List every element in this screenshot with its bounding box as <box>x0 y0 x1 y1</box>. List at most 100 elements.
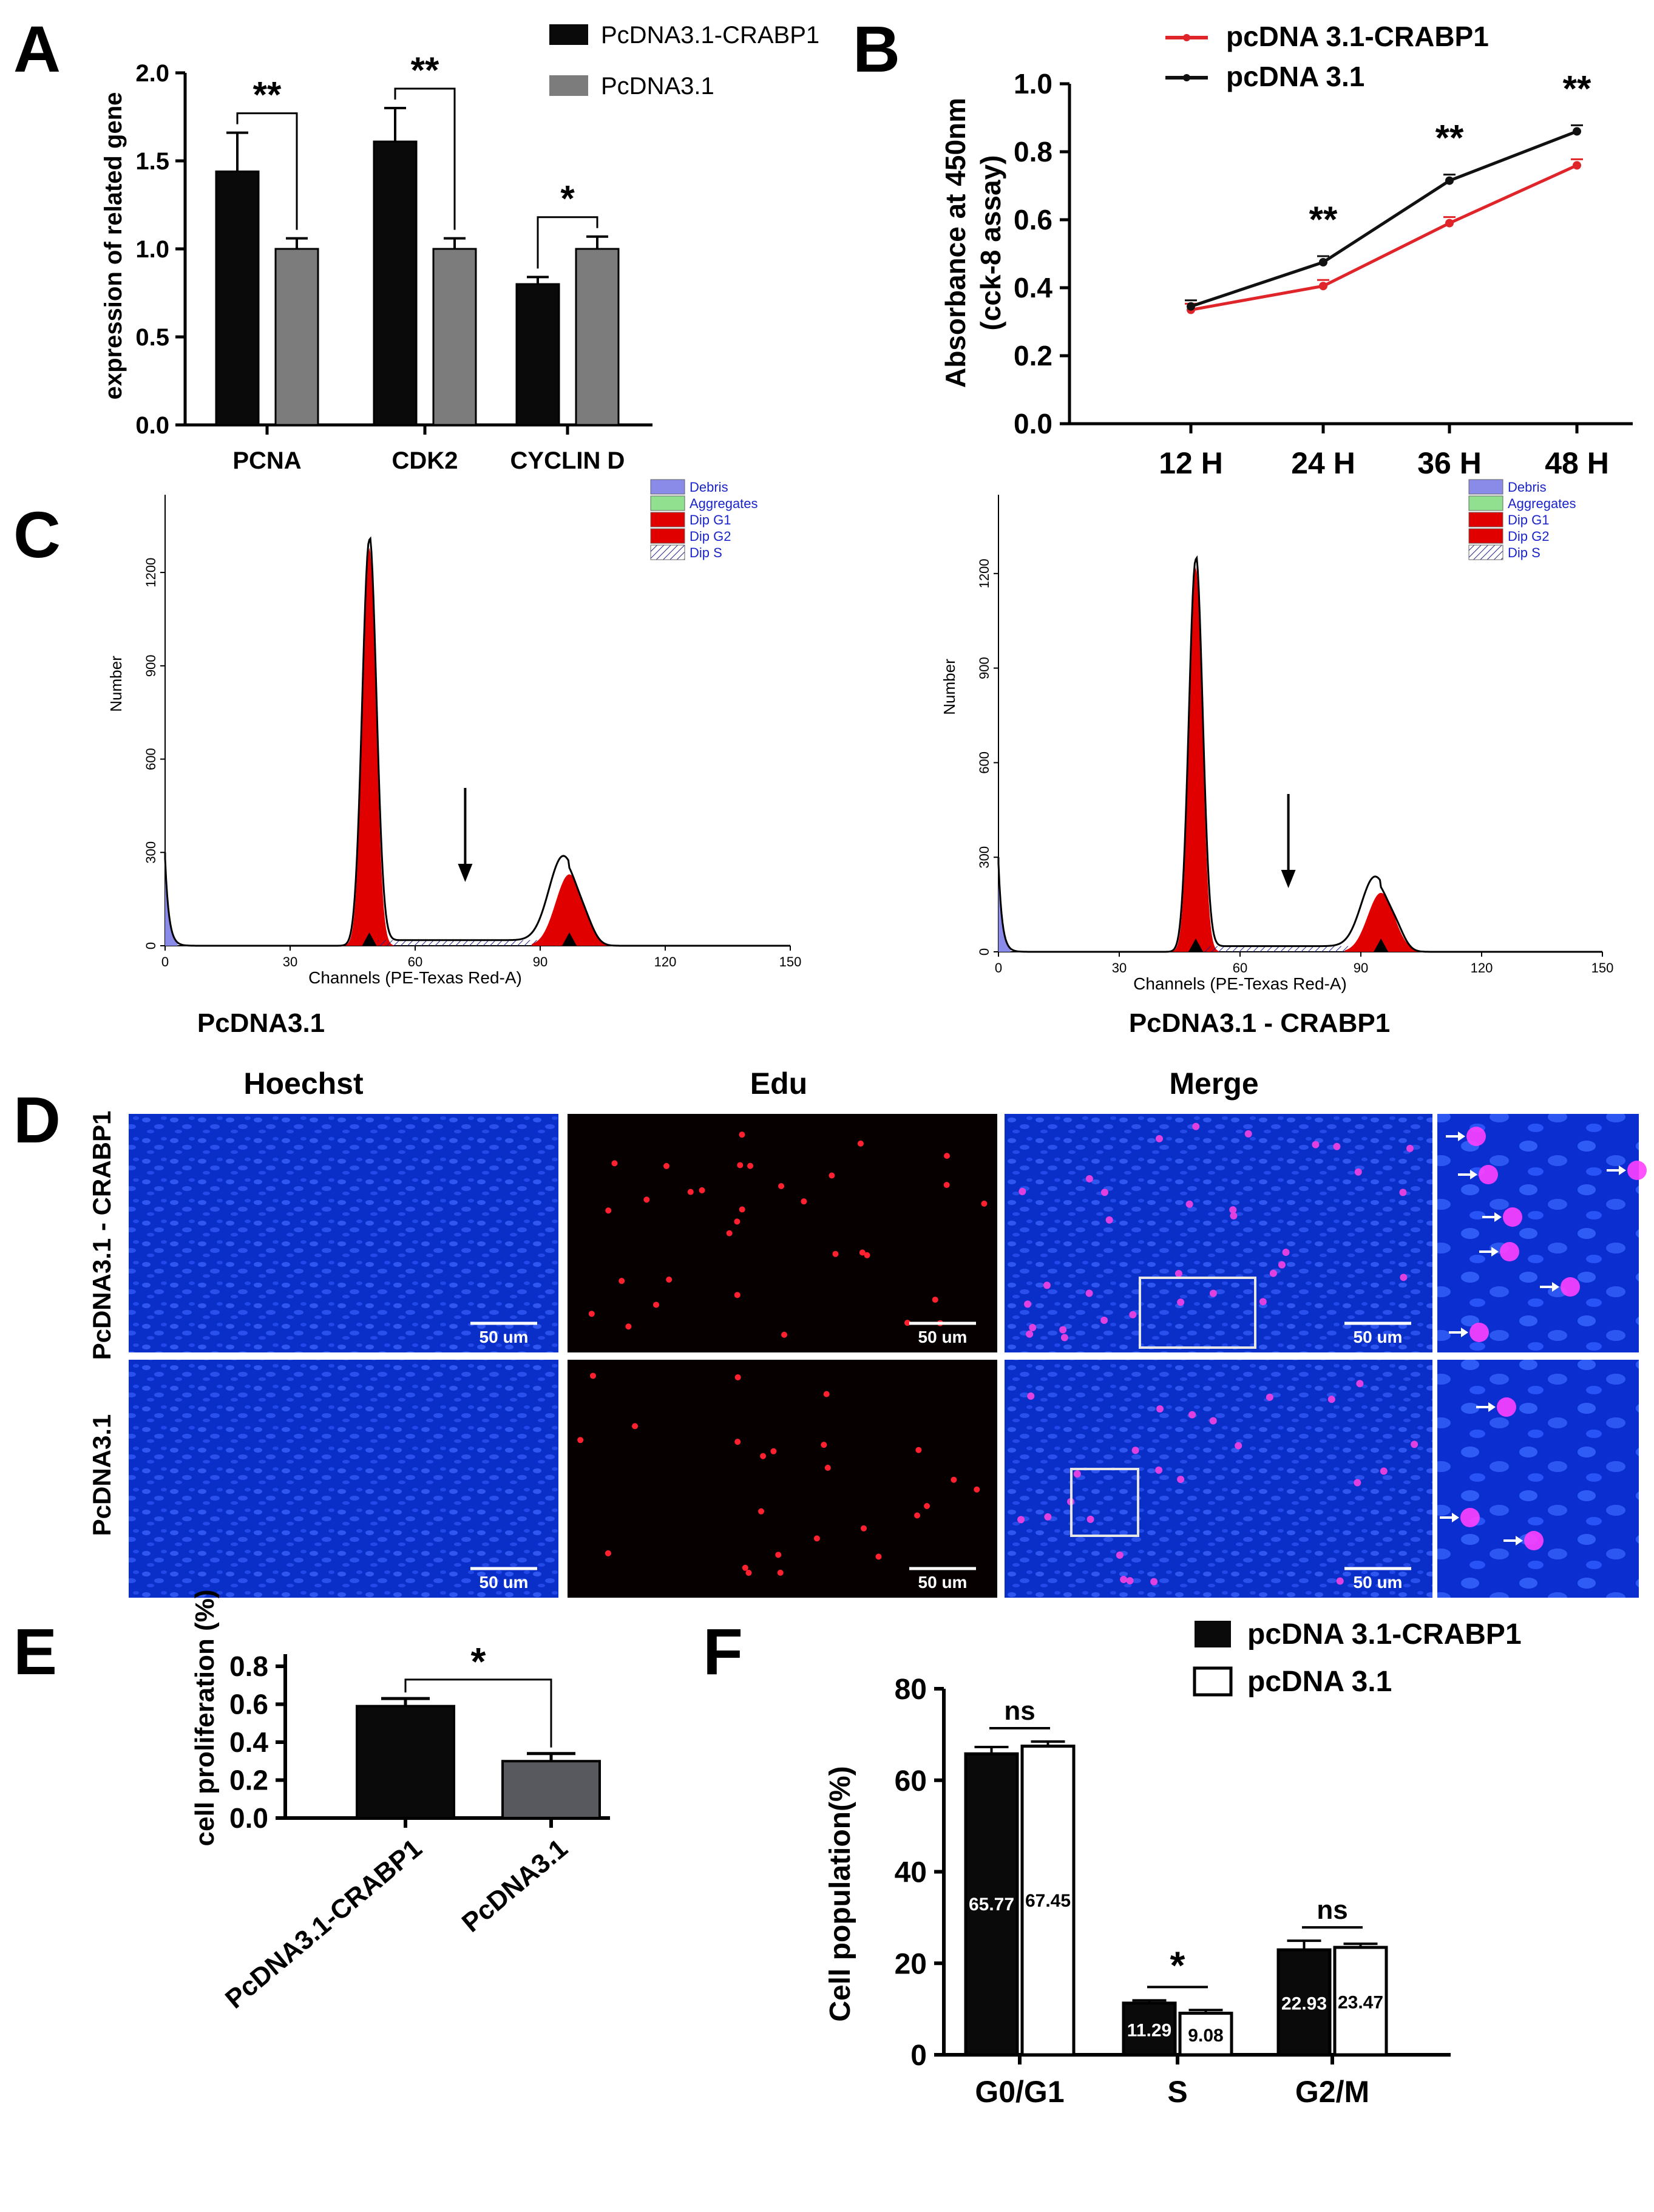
microscopy-image <box>129 1114 558 1352</box>
chart-e-ytick-label: 0.2 <box>229 1765 268 1796</box>
edu-positive-nucleus <box>1131 1447 1139 1454</box>
chart-a-sig-bracket <box>236 112 298 230</box>
edu-positive-nucleus <box>1100 1316 1108 1324</box>
legend-a-label-1: PcDNA3.1-CRABP1 <box>601 22 819 49</box>
chart-e-ytick-label: 0.0 <box>229 1802 268 1834</box>
chart-b-legend: pcDNA 3.1-CRABP1 pcDNA 3.1 <box>1165 21 1489 92</box>
chart-c-xlabel: Channels (PE-Texas Red-A) <box>308 968 522 987</box>
edu-positive-nucleus <box>1086 1515 1094 1523</box>
zoom-box <box>1070 1468 1139 1537</box>
panel-label-b: B <box>853 12 900 86</box>
chart-e-ytick-label: 0.8 <box>229 1651 268 1682</box>
edu-positive-nucleus <box>1354 1168 1362 1176</box>
legend-f-label-1: pcDNA 3.1-CRABP1 <box>1247 1618 1522 1651</box>
legend-b-label-1: pcDNA 3.1-CRABP1 <box>1226 21 1489 52</box>
chart-c-xtick-label: 30 <box>283 954 297 969</box>
edu-positive-nucleus <box>981 1200 988 1207</box>
edu-positive-nucleus <box>632 1423 639 1430</box>
edu-positive-nucleus <box>951 1476 957 1483</box>
chart-f-bar <box>1333 1946 1388 2057</box>
edu-positive-nucleus <box>1235 1442 1242 1450</box>
edu-positive-nucleus <box>1380 1467 1388 1475</box>
edu-positive-nucleus <box>857 1140 864 1147</box>
chart-c-g2-area <box>532 874 611 946</box>
chart-c-legend-label: Debris <box>1508 480 1547 495</box>
edu-positive-nucleus <box>653 1301 660 1308</box>
edu-positive-nucleus <box>859 1249 866 1256</box>
scale-bar-label: 50 um <box>918 1573 968 1592</box>
chart-e-ytick-label: 0.6 <box>229 1689 268 1720</box>
chart-c-xtick-label: 120 <box>654 954 677 969</box>
panel-label-e: E <box>13 1615 57 1688</box>
chart-b-point <box>1319 282 1327 291</box>
edu-positive-nucleus <box>1400 1274 1408 1281</box>
edu-positive-nucleus <box>760 1453 767 1459</box>
chart-c-peak-marker <box>1188 938 1204 952</box>
edu-positive-nucleus <box>824 1464 831 1471</box>
chart-b-ytick-label: 0.8 <box>1014 136 1052 168</box>
chart-c-legend-swatch <box>650 512 685 528</box>
chart-b-point <box>1445 219 1454 228</box>
legend-a-swatch-1 <box>549 24 588 45</box>
chart-c-ytick-label: 1200 <box>143 558 158 588</box>
chart-a: expression of related gene PcDNA3.1-CRAB… <box>100 22 819 474</box>
chart-f-legend: pcDNA 3.1-CRABP1 pcDNA 3.1 <box>1193 1618 1522 1698</box>
row-title-crabp1: PcDNA3.1 - CRABP1 <box>87 1111 116 1360</box>
chart-b-ytick-label: 0.0 <box>1014 408 1052 439</box>
chart-c-ytick-label: 900 <box>977 657 992 679</box>
chart-c-legend-swatch <box>1468 512 1503 528</box>
edu-positive-nucleus <box>914 1512 921 1519</box>
chart-b: Absorbance at 450nm (cck-8 assay) pcDNA … <box>940 21 1633 480</box>
chart-c-legend-swatch <box>650 545 685 560</box>
chart-b-ylabel-2: (cck-8 assay) <box>975 155 1006 331</box>
edu-positive-nucleus <box>611 1160 618 1167</box>
edu-positive-nucleus <box>944 1153 951 1159</box>
scale-bar-label: 50 um <box>918 1328 968 1346</box>
chart-c-peak-marker <box>562 932 577 946</box>
chart-c-xtick-label: 120 <box>1471 960 1493 975</box>
edu-positive-nucleus <box>1209 1417 1217 1425</box>
chart-b-point <box>1445 176 1454 185</box>
chart-a-xtick-label: CYCLIN D <box>510 447 625 474</box>
edu-positive-nucleus <box>1356 1380 1364 1388</box>
chart-c-legend-label: Dip G2 <box>1508 529 1549 544</box>
zoom-inset <box>1437 1360 1639 1598</box>
edu-positive-nucleus <box>1017 1516 1025 1524</box>
edu-positive-nucleus <box>734 1218 741 1225</box>
edu-positive-nucleus <box>1312 1141 1320 1148</box>
legend-b-marker-1 <box>1183 34 1190 41</box>
edu-positive-nucleus <box>577 1437 584 1444</box>
chart-a-bar <box>575 248 620 426</box>
chart-c-legend-swatch <box>650 479 685 495</box>
edu-positive-nucleus <box>699 1187 705 1193</box>
chart-c-peak-marker <box>362 932 377 946</box>
edu-positive-nucleus <box>823 1391 830 1397</box>
chart-c-legend-swatch <box>650 528 685 544</box>
chart-b-ytick-label: 0.2 <box>1014 340 1052 371</box>
edu-positive-nucleus <box>663 1162 669 1169</box>
zoom-positive-nucleus <box>1466 1127 1486 1146</box>
chart-c-peak-marker <box>1374 938 1389 952</box>
chart-c-legend-label: Dip S <box>1508 545 1540 560</box>
chart-a-ylabel: expression of related gene <box>100 92 127 400</box>
chart-b-ytick-label: 0.4 <box>1014 272 1052 304</box>
edu-positive-nucleus <box>734 1439 741 1445</box>
edu-positive-nucleus <box>974 1486 980 1493</box>
chart-f-data-label: 23.47 <box>1338 1993 1383 2013</box>
scale-bar-label: 50 um <box>480 1573 529 1592</box>
chart-f: Cell population(%) pcDNA 3.1-CRABP1 pcDN… <box>824 1618 1522 2109</box>
legend-f-label-2: pcDNA 3.1 <box>1247 1666 1392 1698</box>
edu-positive-nucleus <box>829 1172 835 1179</box>
edu-positive-nucleus <box>737 1162 744 1169</box>
chart-f-sig-label: ns <box>1317 1895 1347 1925</box>
edu-positive-nucleus <box>734 1374 741 1380</box>
edu-positive-nucleus <box>781 1331 788 1338</box>
edu-positive-nucleus <box>775 1552 782 1558</box>
edu-positive-nucleus <box>1120 1575 1128 1583</box>
edu-positive-nucleus <box>1406 1144 1414 1152</box>
chart-c-ytick-label: 0 <box>977 948 992 955</box>
edu-positive-nucleus <box>734 1292 741 1298</box>
edu-positive-nucleus <box>1024 1300 1032 1308</box>
chart-e-xtick-label: PcDNA3.1 <box>456 1833 574 1938</box>
edu-positive-nucleus <box>1244 1130 1252 1138</box>
